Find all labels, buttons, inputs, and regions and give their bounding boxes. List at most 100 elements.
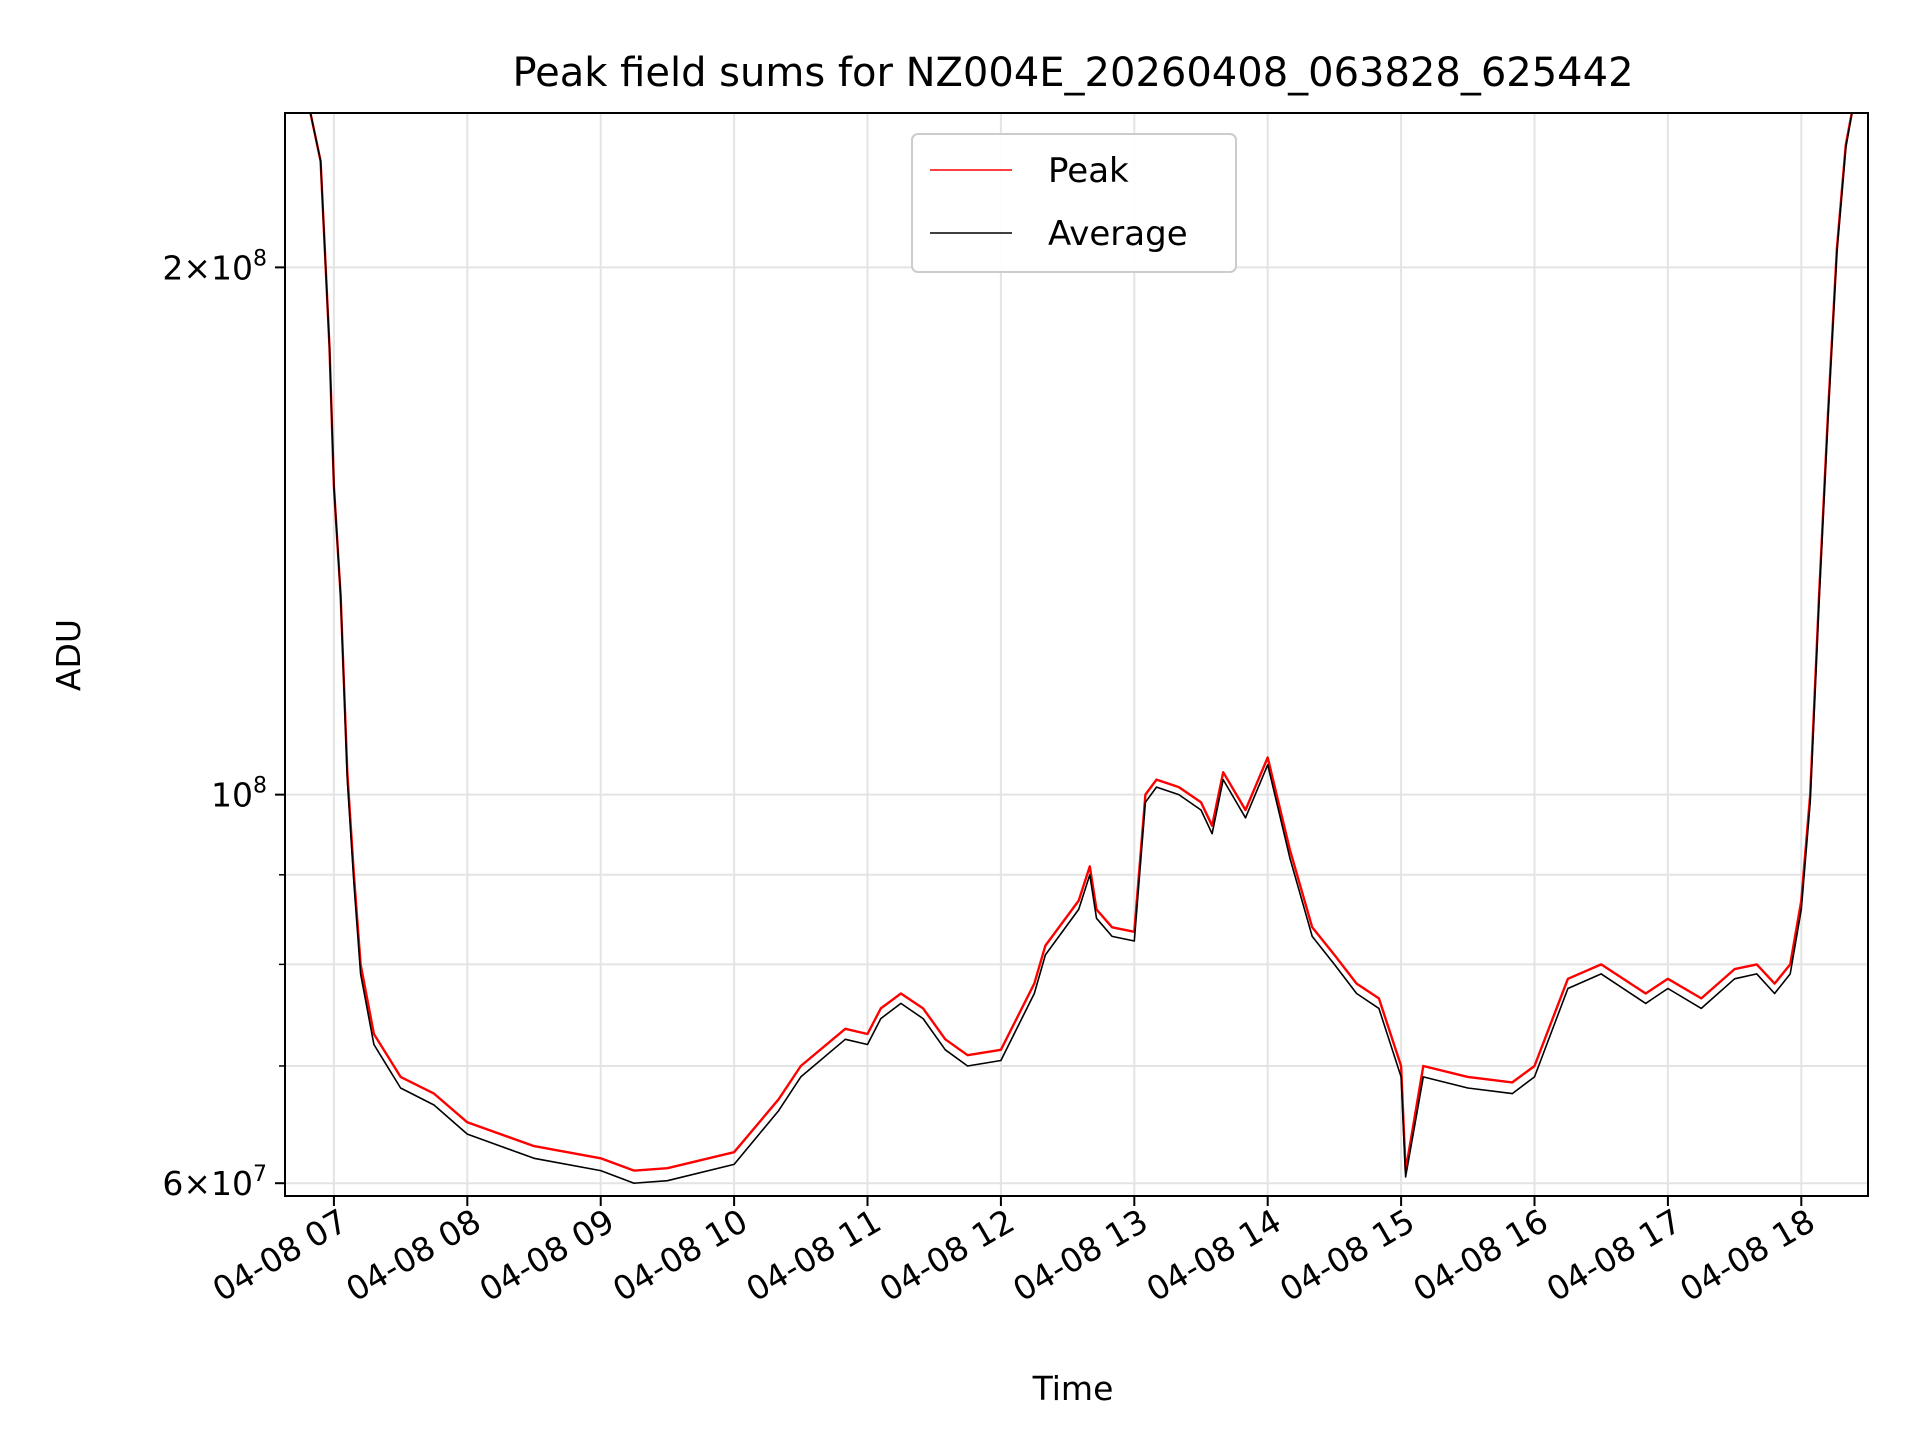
data-point-peak (800, 1065, 802, 1067)
data-point-average (1818, 600, 1820, 602)
data-point-average (880, 1018, 882, 1020)
data-point-average (1222, 779, 1224, 781)
data-point-average (944, 1049, 946, 1051)
data-point-average (1089, 874, 1091, 876)
legend-box (911, 133, 1237, 273)
data-point-peak (1789, 963, 1791, 966)
data-point-average (1000, 1059, 1002, 1062)
data-point-peak (1667, 978, 1669, 980)
data-point-average (1511, 1093, 1513, 1095)
data-point-average (967, 1065, 969, 1067)
data-point-average (353, 882, 355, 884)
legend-label-peak: Peak (1048, 151, 1129, 191)
data-point-peak (1178, 786, 1180, 788)
data-point-peak (1095, 908, 1098, 911)
data-point-peak (1774, 983, 1776, 985)
data-point-peak (1600, 963, 1602, 966)
data-point-average (1600, 973, 1602, 975)
data-point-peak (1000, 1049, 1002, 1051)
data-point-average (778, 1110, 780, 1112)
data-point-average (1809, 801, 1811, 803)
data-point-peak (944, 1038, 946, 1040)
data-point-average (1422, 1076, 1424, 1078)
data-point-average (866, 1043, 869, 1046)
data-point-average (1144, 801, 1146, 803)
data-point-average (1405, 1176, 1407, 1178)
data-point-peak (1155, 779, 1158, 781)
data-point-peak (1511, 1081, 1513, 1083)
data-point-average (373, 1043, 375, 1046)
data-point-peak (1267, 756, 1269, 759)
data-point-peak (1567, 978, 1569, 980)
data-point-peak (1756, 963, 1758, 966)
data-point-average (1774, 992, 1776, 995)
data-point-average (320, 160, 322, 162)
data-point-average (1033, 992, 1035, 995)
series-layer (309, 113, 1854, 1184)
data-point-peak (666, 1167, 669, 1169)
data-point-peak (1211, 825, 1213, 827)
data-point-peak (533, 1145, 535, 1147)
data-point-average (328, 346, 331, 349)
data-point-peak (1533, 1065, 1536, 1067)
data-point-peak (778, 1098, 780, 1100)
data-point-average (1400, 1076, 1402, 1078)
data-point-peak (1734, 968, 1736, 970)
data-point-peak (1089, 865, 1091, 868)
data-point-average (1289, 857, 1291, 859)
data-point-peak (844, 1028, 846, 1030)
data-point-average (844, 1038, 846, 1040)
data-point-peak (373, 1033, 375, 1035)
data-point-peak (1144, 794, 1146, 796)
data-point-average (633, 1182, 635, 1184)
data-point-average (360, 973, 362, 975)
data-point-peak (1044, 945, 1046, 947)
data-point-average (1244, 817, 1247, 819)
x-axis-label: Time (1032, 1369, 1114, 1408)
data-point-peak (900, 992, 902, 995)
data-point-peak (733, 1151, 735, 1153)
data-point-peak (600, 1157, 602, 1159)
chart-title: Peak field sums for NZ004E_20260408_0638… (512, 50, 1633, 96)
data-point-average (533, 1157, 535, 1159)
data-point-average (1734, 978, 1736, 980)
data-point-average (1333, 963, 1335, 966)
y-tick-label: 108 (211, 774, 267, 815)
grid (285, 113, 1868, 1196)
data-point-peak (1422, 1065, 1424, 1067)
data-point-peak (1033, 983, 1035, 985)
data-point-average (1267, 764, 1269, 766)
data-point-average (1800, 908, 1802, 911)
data-point-average (1836, 251, 1838, 253)
data-point-average (1567, 987, 1569, 990)
data-point-peak (922, 1007, 924, 1010)
data-point-peak (1333, 954, 1335, 956)
data-point-average (600, 1170, 602, 1172)
data-point-average (1533, 1076, 1536, 1078)
data-point-average (1311, 935, 1313, 938)
data-point-peak (967, 1054, 969, 1056)
legend: Peak Average (911, 133, 1237, 273)
data-point-average (800, 1076, 802, 1078)
data-point-peak (1400, 1065, 1402, 1067)
data-point-peak (1200, 801, 1202, 803)
data-point-average (900, 1002, 902, 1005)
data-point-peak (1700, 997, 1702, 1000)
data-point-peak (433, 1093, 435, 1095)
data-point-average (1378, 1007, 1380, 1010)
data-point-average (666, 1180, 669, 1182)
data-point-peak (1111, 926, 1113, 928)
data-point-peak (1244, 809, 1247, 811)
data-point-average (1211, 833, 1213, 835)
data-point-peak (1289, 849, 1291, 851)
data-point-average (1133, 940, 1135, 942)
data-point-average (1467, 1087, 1469, 1089)
data-point-average (346, 779, 348, 781)
data-point-average (1111, 935, 1113, 938)
data-point-average (1044, 954, 1046, 956)
y-tick-label: 6×107 (162, 1162, 267, 1203)
y-axis-label: ADU (49, 619, 88, 691)
data-point-peak (466, 1121, 468, 1123)
data-point-peak (1356, 983, 1358, 985)
